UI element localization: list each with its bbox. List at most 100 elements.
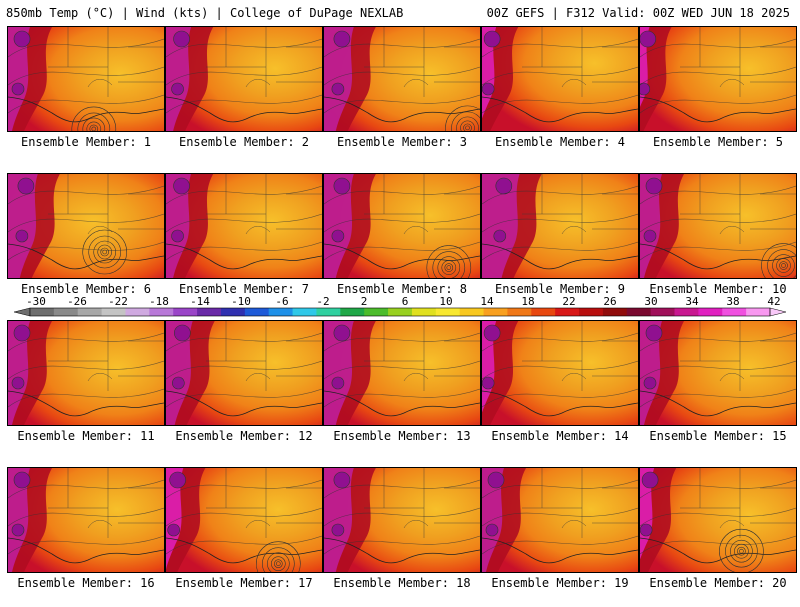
heat-dome-cell (331, 82, 345, 96)
state-borders (206, 468, 322, 538)
height-contour (482, 360, 638, 380)
heat-dome-cell (17, 177, 35, 195)
colorbar-swatch (173, 308, 198, 316)
ensemble-member-panel: Ensemble Member: 18 (323, 467, 481, 607)
colorbar-tick-label: -14 (190, 296, 210, 308)
colorbar-swatch (149, 308, 174, 316)
map-svg (324, 468, 480, 572)
height-contour (482, 38, 638, 58)
member-label: Ensemble Member: 7 (178, 282, 310, 296)
hot-band (640, 27, 672, 131)
temperature-map (7, 467, 165, 573)
colorbar-tick-label: 2 (361, 296, 368, 308)
colorbar-tick-label: -2 (316, 296, 329, 308)
map-svg (166, 174, 322, 278)
heat-dome-cell (333, 471, 351, 489)
ensemble-member-panel: Ensemble Member: 6 (7, 173, 165, 313)
member-label: Ensemble Member: 9 (494, 282, 626, 296)
heat-dome-cell (643, 229, 657, 243)
gulf-coastline (8, 537, 164, 564)
colorbar-tick-label: -22 (108, 296, 128, 308)
low-pressure-rings (82, 229, 128, 275)
very-hot-region (324, 27, 354, 131)
member-label: Ensemble Member: 4 (494, 135, 626, 149)
heat-dome-cell (169, 471, 186, 489)
map-svg (482, 468, 638, 572)
height-contour (640, 94, 796, 114)
heat-dome-cell (171, 82, 184, 96)
state-borders (680, 468, 796, 538)
height-contour (166, 332, 322, 352)
colorbar-swatch (268, 308, 294, 316)
state-borders (206, 174, 322, 244)
height-contour (8, 213, 164, 233)
ensemble-member-panel: Ensemble Member: 16 (7, 467, 165, 607)
low-pressure-rings (445, 105, 480, 131)
colorbar-tick-label: 22 (562, 296, 575, 308)
colorbar-tick-label: 14 (480, 296, 494, 308)
gulf-coastline (166, 390, 322, 417)
state-borders (364, 174, 480, 244)
colorbar-swatch (292, 308, 317, 316)
colorbar-tick-label: 10 (439, 296, 452, 308)
height-contour (324, 479, 480, 499)
heat-dome-cell (11, 376, 25, 390)
gulf-coastline (166, 243, 322, 270)
colorbar-swatch (602, 308, 628, 316)
colorbar-swatch (244, 308, 270, 316)
height-contour (166, 38, 322, 58)
state-borders (206, 321, 322, 391)
gulf-coastline (640, 390, 796, 417)
colorbar-swatch (364, 308, 389, 316)
member-label: Ensemble Member: 16 (17, 576, 155, 590)
colorbar-tick-label: 34 (685, 296, 699, 308)
heat-dome-cell (167, 523, 180, 537)
member-label: Ensemble Member: 8 (336, 282, 468, 296)
member-label: Ensemble Member: 3 (336, 135, 468, 149)
temperature-map (481, 467, 639, 573)
colorbar-min-arrow (13, 307, 31, 317)
member-label: Ensemble Member: 18 (333, 576, 471, 590)
heat-dome-cell (333, 177, 351, 195)
height-contour (640, 213, 796, 233)
height-contour (640, 479, 796, 499)
heat-dome-cell (11, 82, 25, 96)
heat-dome-cell (483, 30, 501, 48)
map-svg (640, 174, 796, 278)
height-contour (8, 66, 164, 86)
colorbar-swatch (674, 308, 699, 316)
gulf-coastline (166, 537, 322, 564)
member-label: Ensemble Member: 19 (491, 576, 629, 590)
member-label: Ensemble Member: 5 (652, 135, 784, 149)
colorbar-tick-label: 38 (726, 296, 739, 308)
colorbar-swatch (626, 308, 652, 316)
state-borders (48, 468, 164, 538)
height-contour (640, 507, 796, 527)
heat-dome-cell (333, 30, 351, 48)
map-svg (482, 321, 638, 425)
map-svg (640, 468, 796, 572)
very-hot-region (640, 468, 655, 572)
member-label: Ensemble Member: 6 (20, 282, 152, 296)
temperature-map (639, 467, 797, 573)
colorbar-tick-label: 6 (402, 296, 409, 308)
colorbar-swatch (101, 308, 126, 316)
temperature-map (165, 173, 323, 279)
temperature-map (481, 320, 639, 426)
colorbar-max-arrow (769, 307, 787, 317)
member-label: Ensemble Member: 13 (333, 429, 471, 443)
temperature-map (639, 173, 797, 279)
state-borders (364, 27, 480, 97)
colorbar-tick-label: -6 (275, 296, 288, 308)
map-svg (8, 321, 164, 425)
very-hot-region (324, 174, 354, 278)
map-svg (324, 174, 480, 278)
gulf-coastline (640, 96, 796, 123)
heat-dome-cell (483, 324, 501, 342)
state-borders (680, 174, 796, 244)
height-contour (324, 535, 480, 555)
very-hot-region (324, 468, 354, 572)
member-label: Ensemble Member: 20 (649, 576, 787, 590)
colorbar-tick-label: -30 (26, 296, 46, 308)
temperature-map (165, 320, 323, 426)
